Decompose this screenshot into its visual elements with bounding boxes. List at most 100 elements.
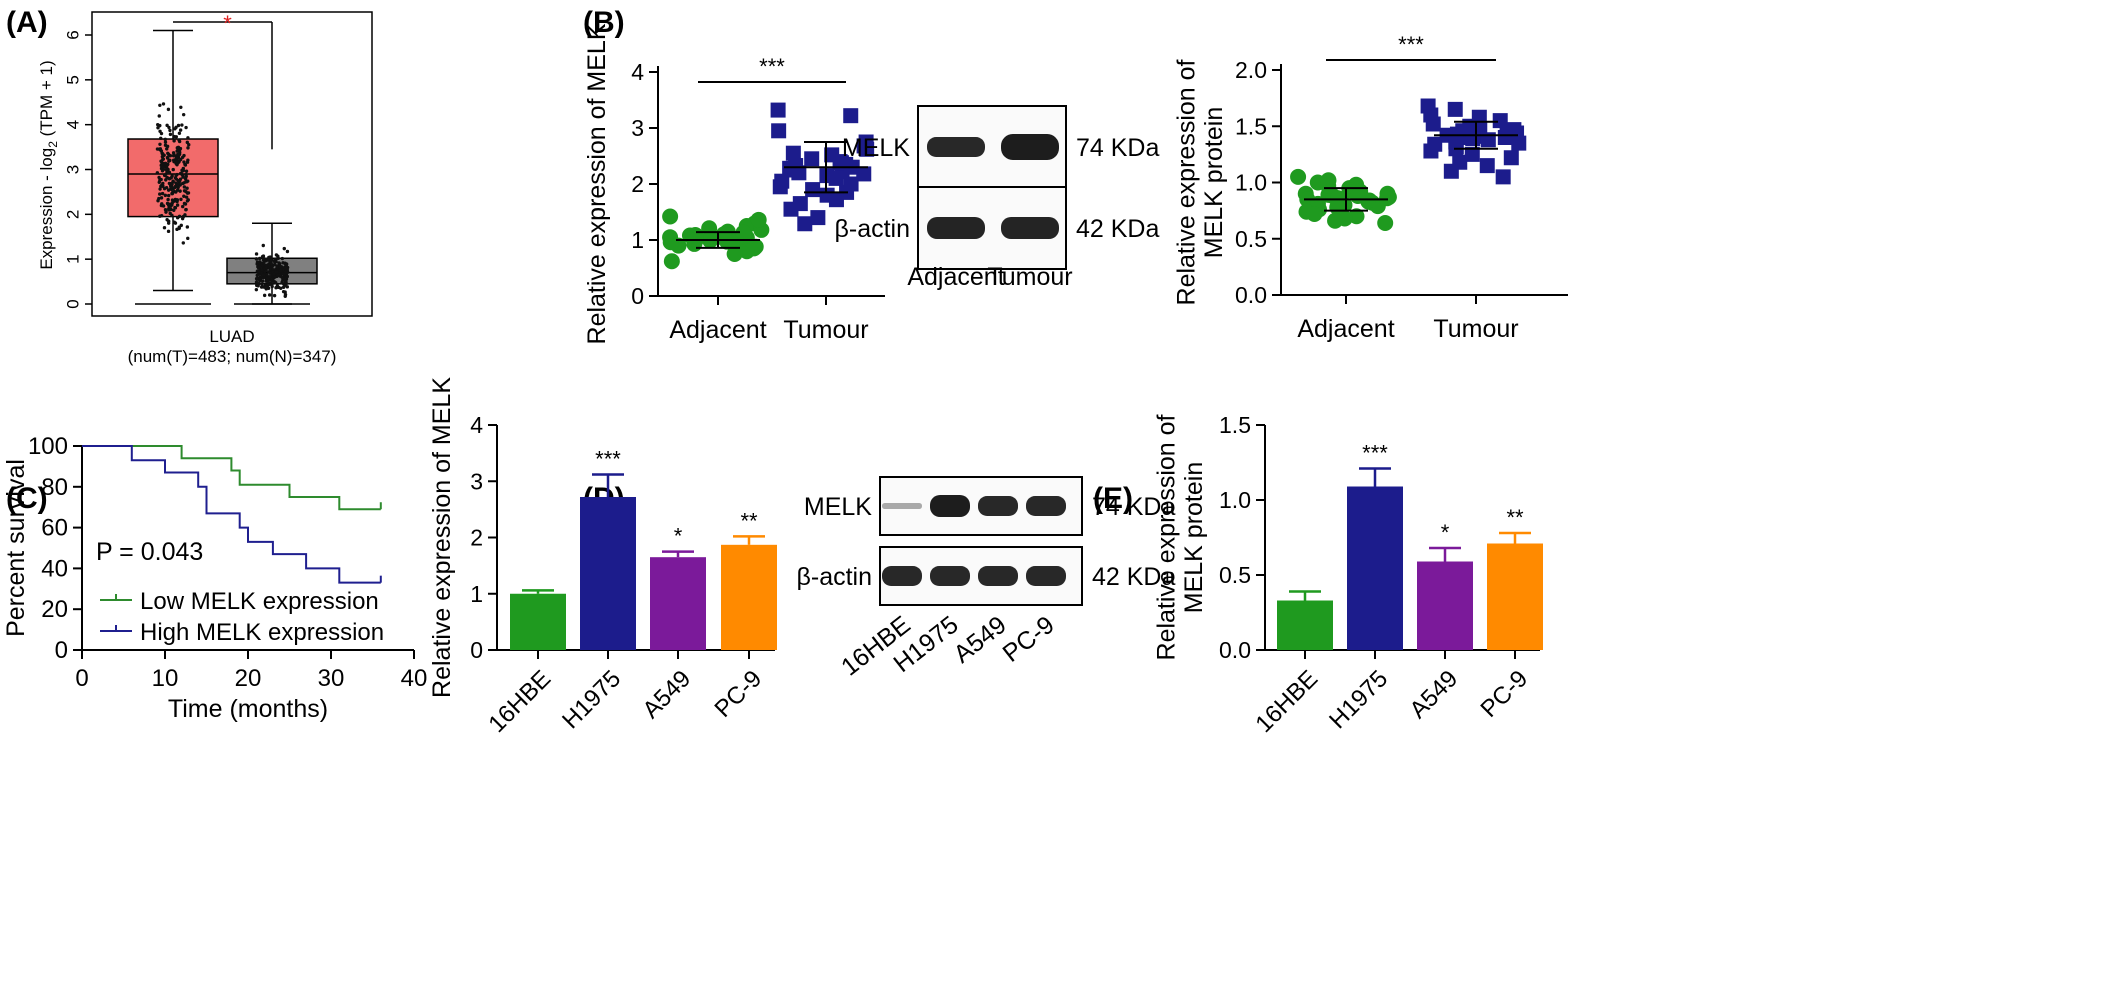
jitter-point xyxy=(187,143,191,147)
jitter-point xyxy=(163,193,168,198)
y-tick-label: 0 xyxy=(631,283,644,309)
blot-lane-label: Adjacent xyxy=(907,263,1004,291)
blot-size-label: 74 KDa xyxy=(1076,134,1159,162)
blot-band xyxy=(978,566,1018,586)
x-tick-label: Adjacent xyxy=(669,316,766,344)
jitter-point xyxy=(166,188,171,192)
jitter-point xyxy=(284,262,289,266)
jitter-point xyxy=(257,270,261,274)
jitter-point xyxy=(175,184,179,189)
jitter-point xyxy=(262,260,266,265)
jitter-point xyxy=(170,182,174,186)
jitter-point xyxy=(176,145,181,150)
jitter-point xyxy=(254,257,259,261)
jitter-point xyxy=(159,159,163,163)
x-tick-label: Tumour xyxy=(783,316,868,344)
data-point xyxy=(1379,190,1396,207)
chart-b-mrna-scatter: 0 1 2 3 4 Adjacent Tumour Relative expression o… xyxy=(583,23,885,344)
y-tick-label: 1 xyxy=(63,254,82,263)
y-tick-label: 4 xyxy=(470,412,483,438)
blot-band xyxy=(882,566,922,586)
data-point xyxy=(1499,125,1515,141)
blot-band xyxy=(1001,217,1059,239)
jitter-point xyxy=(175,188,180,192)
jitter-point xyxy=(185,160,190,164)
data-point xyxy=(735,224,752,241)
jitter-point xyxy=(257,256,262,261)
bar xyxy=(1417,561,1473,650)
jitter-point xyxy=(172,139,176,143)
y-axis-title: Relative expression ofMELK protein xyxy=(1152,414,1208,660)
y-tick-label: 3 xyxy=(631,115,644,141)
x-tick-label: PC-9 xyxy=(1475,665,1533,723)
x-axis-label: LUAD xyxy=(209,327,254,346)
jitter-point xyxy=(166,193,171,198)
jitter-point xyxy=(261,258,266,262)
y-tick-label: 2.0 xyxy=(1235,57,1267,83)
jitter-point xyxy=(161,165,166,169)
jitter-point xyxy=(182,194,186,198)
jitter-point xyxy=(184,172,188,177)
data-point xyxy=(1492,113,1508,129)
jitter-point xyxy=(260,268,264,272)
jitter-point xyxy=(283,269,288,274)
y-tick-label: 20 xyxy=(41,596,68,623)
jitter-point xyxy=(179,105,183,109)
y-tick-label: 1.0 xyxy=(1219,487,1251,513)
y-tick-label: 1 xyxy=(470,581,483,607)
significance-stars: ** xyxy=(740,508,758,533)
data-point xyxy=(843,108,859,124)
x-tick-label: PC-9 xyxy=(709,665,767,723)
x-tick-label: 30 xyxy=(318,665,345,692)
chart-a-boxplot: 0 1 2 3 4 5 6 Expression - log2 (TPM + 1) * LUAD(… xyxy=(37,11,373,366)
jitter-point xyxy=(274,270,279,274)
y-axis-title: Relative expression ofMELK protein xyxy=(1172,59,1228,305)
jitter-point xyxy=(281,289,286,294)
jitter-point xyxy=(283,266,288,270)
jitter-point xyxy=(272,293,277,298)
jitter-point xyxy=(167,181,172,186)
y-tick-label: 4 xyxy=(63,120,82,129)
jitter-point xyxy=(181,112,186,117)
bar xyxy=(1347,486,1403,650)
jitter-point xyxy=(283,292,288,297)
jitter-point xyxy=(268,266,272,271)
data-point xyxy=(716,230,733,247)
y-tick-label: 3 xyxy=(470,468,483,494)
jitter-point xyxy=(267,274,272,279)
jitter-point xyxy=(173,160,178,164)
bar xyxy=(580,497,636,650)
jitter-point xyxy=(158,214,162,218)
blot-lane-label: PC-9 xyxy=(998,611,1060,668)
jitter-point xyxy=(159,131,164,136)
jitter-point xyxy=(170,213,174,217)
bar xyxy=(510,593,566,650)
data-point xyxy=(805,182,821,198)
y-tick-label: 0 xyxy=(470,637,483,663)
data-point xyxy=(1503,150,1519,166)
data-point xyxy=(1290,168,1307,185)
jitter-point xyxy=(167,125,171,130)
data-point xyxy=(770,102,786,118)
jitter-point xyxy=(180,168,184,173)
jitter-point xyxy=(181,241,185,245)
jitter-point xyxy=(164,210,168,214)
jitter-point xyxy=(181,204,185,209)
jitter-point xyxy=(160,191,165,196)
y-tick-label: 0.5 xyxy=(1219,562,1251,588)
y-tick-label: 2 xyxy=(63,210,82,219)
y-tick-label: 100 xyxy=(28,433,68,460)
jitter-point xyxy=(159,196,164,200)
blot-band xyxy=(930,495,970,517)
data-point xyxy=(1479,158,1495,174)
data-point xyxy=(856,138,872,154)
jitter-point xyxy=(185,186,189,190)
jitter-point xyxy=(273,275,277,279)
data-point xyxy=(1377,215,1394,231)
significance-stars: * xyxy=(1441,520,1450,545)
jitter-point xyxy=(256,265,260,269)
jitter-point xyxy=(183,163,188,167)
x-tick-label: A549 xyxy=(1405,665,1464,724)
